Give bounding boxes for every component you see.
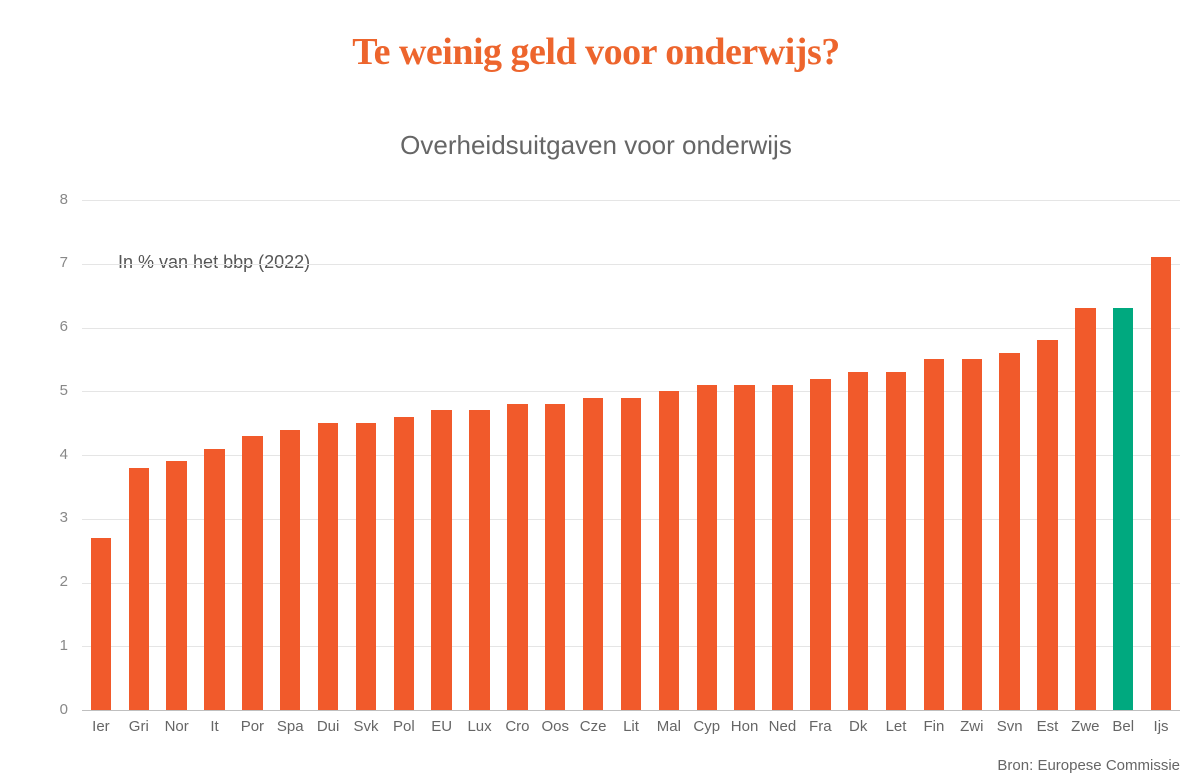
y-tick-label: 0	[0, 701, 68, 718]
y-tick-label: 8	[0, 191, 68, 208]
x-tick-label: Bel	[1104, 718, 1142, 735]
bar	[204, 449, 224, 710]
y-tick-label: 3	[0, 509, 68, 526]
bar	[697, 385, 717, 710]
x-tick-label: Zwi	[953, 718, 991, 735]
bar	[1037, 340, 1057, 710]
x-tick-label: Cro	[498, 718, 536, 735]
bar	[924, 359, 944, 710]
bar	[469, 410, 489, 710]
x-tick-label: Ijs	[1142, 718, 1180, 735]
y-tick-label: 2	[0, 573, 68, 590]
bar	[621, 398, 641, 710]
x-tick-label: Dui	[309, 718, 347, 735]
x-tick-label: Gri	[120, 718, 158, 735]
x-tick-label: Let	[877, 718, 915, 735]
chart-page: Te weinig geld voor onderwijs? Overheids…	[0, 0, 1192, 782]
bar	[356, 423, 376, 710]
x-tick-label: Cyp	[688, 718, 726, 735]
chart-source: Bron: Europese Commissie	[997, 757, 1180, 774]
x-tick-label: Lux	[461, 718, 499, 735]
x-tick-label: Dk	[839, 718, 877, 735]
x-tick-label: EU	[423, 718, 461, 735]
y-tick-label: 6	[0, 318, 68, 335]
chart-title: Te weinig geld voor onderwijs?	[0, 30, 1192, 74]
y-tick-label: 5	[0, 382, 68, 399]
bars-container	[82, 200, 1180, 710]
y-tick-label: 7	[0, 254, 68, 271]
bar-highlight	[1113, 308, 1133, 710]
bar	[394, 417, 414, 710]
bar	[431, 410, 451, 710]
bar	[886, 372, 906, 710]
x-tick-label: Ier	[82, 718, 120, 735]
bar	[280, 430, 300, 711]
bar	[659, 391, 679, 710]
bar	[999, 353, 1019, 710]
y-tick-label: 1	[0, 637, 68, 654]
bar	[810, 379, 830, 711]
x-tick-label: Oos	[536, 718, 574, 735]
plot-area	[82, 200, 1180, 710]
bar	[583, 398, 603, 710]
bar	[848, 372, 868, 710]
x-tick-label: Svk	[347, 718, 385, 735]
bar	[129, 468, 149, 710]
bar	[1151, 257, 1171, 710]
x-tick-label: Nor	[158, 718, 196, 735]
chart-subtitle: Overheidsuitgaven voor onderwijs	[0, 130, 1192, 161]
bar	[734, 385, 754, 710]
x-tick-label: Fra	[801, 718, 839, 735]
bar	[772, 385, 792, 710]
bar	[242, 436, 262, 710]
y-tick-label: 4	[0, 446, 68, 463]
axis-baseline	[82, 710, 1180, 711]
bar	[91, 538, 111, 710]
x-tick-label: Mal	[650, 718, 688, 735]
x-tick-label: Est	[1029, 718, 1067, 735]
bar	[962, 359, 982, 710]
bar	[1075, 308, 1095, 710]
bar	[545, 404, 565, 710]
x-tick-label: Ned	[764, 718, 802, 735]
x-tick-label: It	[196, 718, 234, 735]
x-tick-label: Cze	[574, 718, 612, 735]
x-tick-label: Svn	[991, 718, 1029, 735]
x-tick-label: Por	[233, 718, 271, 735]
x-tick-label: Pol	[385, 718, 423, 735]
x-tick-label: Lit	[612, 718, 650, 735]
x-tick-label: Zwe	[1066, 718, 1104, 735]
x-tick-label: Hon	[726, 718, 764, 735]
x-tick-label: Fin	[915, 718, 953, 735]
x-tick-label: Spa	[271, 718, 309, 735]
bar	[166, 461, 186, 710]
bar	[507, 404, 527, 710]
bar	[318, 423, 338, 710]
